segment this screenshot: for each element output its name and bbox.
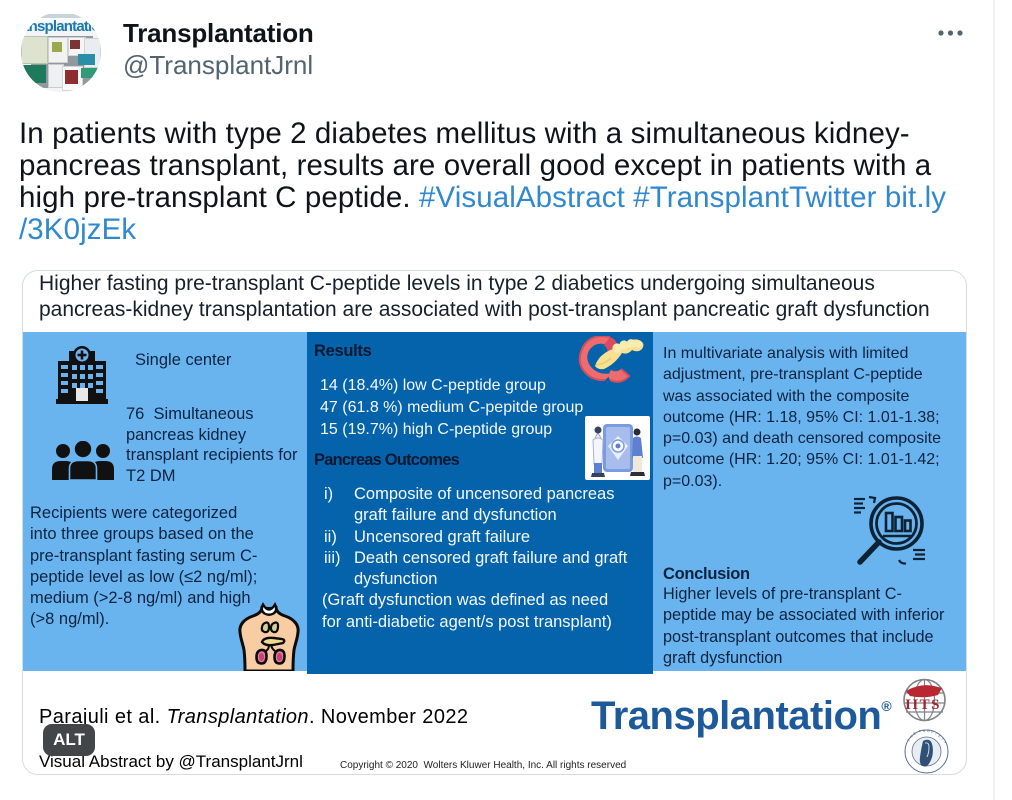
- svg-text:O: O: [927, 729, 931, 733]
- svg-text:Y: Y: [943, 740, 948, 745]
- svg-text:I: I: [935, 732, 938, 736]
- svg-text:H: H: [909, 734, 914, 739]
- svg-text:T: T: [907, 738, 911, 742]
- svg-text:E: E: [937, 734, 942, 739]
- svg-text:E: E: [913, 731, 917, 736]
- svg-text:T: T: [940, 737, 944, 741]
- svg-text:S: S: [923, 729, 926, 733]
- svg-text:IITS: IITS: [905, 697, 941, 713]
- svg-text:T: T: [919, 729, 922, 733]
- svg-text:C: C: [931, 730, 935, 735]
